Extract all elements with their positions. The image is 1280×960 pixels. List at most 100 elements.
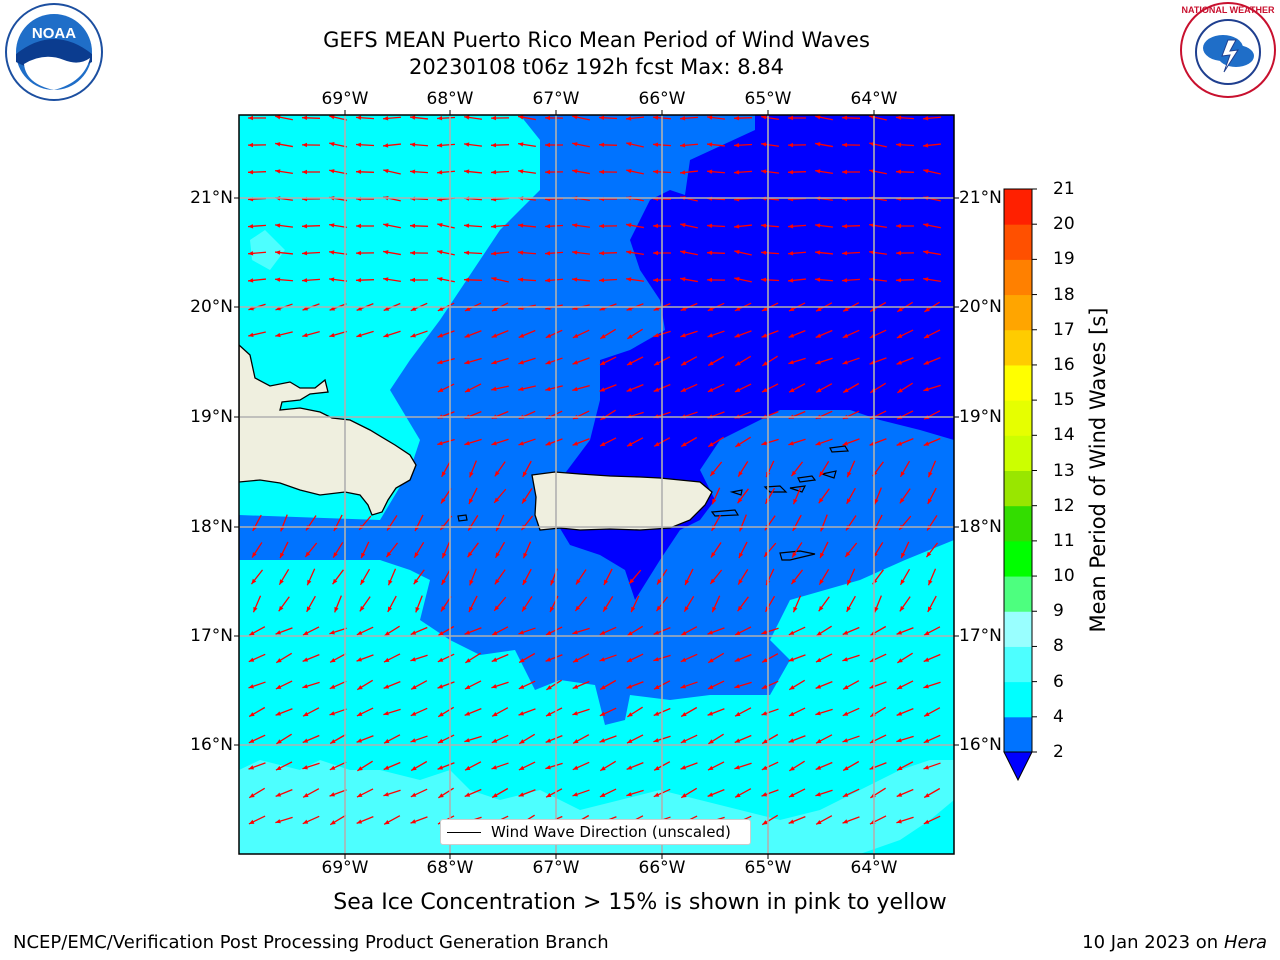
wind-arrow <box>572 438 590 446</box>
wind-arrow <box>625 277 645 282</box>
wind-arrow <box>896 816 914 824</box>
wind-arrow <box>468 487 478 505</box>
lat-label-right-3: 19°N <box>959 407 1002 427</box>
wind-arrow <box>626 681 644 689</box>
wind-arrow <box>517 169 537 174</box>
wind-arrow <box>708 733 724 745</box>
wind-arrow <box>571 250 591 255</box>
wind-arrow <box>868 277 888 282</box>
wind-arrow <box>383 653 401 663</box>
wind-arrow <box>278 568 290 586</box>
wind-arrow <box>545 438 563 446</box>
wind-arrow <box>815 734 833 744</box>
wind-arrow <box>517 250 537 255</box>
lon-label-bottom-1: 69°W <box>321 858 369 878</box>
wind-arrow <box>899 596 911 612</box>
wind-arrow <box>761 789 779 797</box>
wind-arrow <box>518 142 536 148</box>
lat-label-left-4: 18°N <box>190 517 233 537</box>
wind-arrow <box>680 223 698 229</box>
wind-arrow <box>707 708 725 716</box>
colorbar-under-extension <box>1003 751 1033 782</box>
wind-arrow <box>707 680 725 690</box>
wind-arrow <box>897 382 913 394</box>
wind-arrow <box>711 487 721 505</box>
wind-arrow <box>760 277 780 282</box>
wind-arrow <box>603 568 613 586</box>
wind-arrow <box>387 568 397 586</box>
colorbar-tick-label: 18 <box>1053 284 1075 305</box>
wind-arrow <box>302 734 320 744</box>
wind-arrow <box>679 116 699 121</box>
wind-arrow <box>896 708 914 716</box>
colorbar-segment <box>1004 259 1032 296</box>
wind-arrow <box>490 224 510 229</box>
wind-arrow <box>355 115 375 120</box>
wind-arrow <box>437 277 455 283</box>
wind-arrow <box>788 707 806 717</box>
wind-arrow <box>734 788 752 798</box>
wind-arrow <box>383 168 401 175</box>
wind-arrow <box>680 653 698 663</box>
wind-arrow <box>628 569 642 585</box>
wind-arrow <box>464 735 482 743</box>
legend-line-sample <box>447 831 481 833</box>
wind-arrow <box>436 143 456 148</box>
wind-arrow <box>626 734 644 744</box>
wind-arrow <box>463 142 483 147</box>
wind-arrow <box>761 761 779 771</box>
wind-arrow <box>900 541 910 559</box>
wind-arrow <box>545 357 563 365</box>
wind-arrow <box>409 250 429 256</box>
wind-arrow <box>815 815 833 825</box>
wind-arrow <box>896 627 914 635</box>
wind-arrow <box>410 788 428 798</box>
wind-arrow <box>572 708 590 716</box>
wind-arrow <box>329 627 347 635</box>
wind-arrow <box>762 355 778 367</box>
wind-arrow <box>383 250 401 256</box>
wind-arrow <box>683 595 695 613</box>
wind-arrow <box>437 625 455 637</box>
wind-arrow <box>760 169 780 174</box>
wind-arrow <box>680 383 698 393</box>
wind-arrow <box>409 169 429 174</box>
noaa-logo: NOAA <box>4 2 104 102</box>
wind-arrow <box>572 115 590 121</box>
wind-arrow <box>923 653 941 663</box>
wind-arrow <box>709 461 723 477</box>
wind-arrow <box>680 706 698 718</box>
wind-arrow <box>896 357 914 365</box>
wind-arrow <box>301 223 321 229</box>
wind-arrow <box>841 142 861 148</box>
wind-arrow <box>598 250 618 256</box>
wind-arrow <box>385 542 399 558</box>
wind-arrow <box>382 143 402 148</box>
wind-arrow <box>491 626 509 636</box>
wind-arrow <box>302 707 320 717</box>
wind-arrow <box>846 460 856 478</box>
wind-arrow <box>464 627 482 635</box>
wind-arrow <box>788 357 806 365</box>
wind-arrow <box>625 116 645 121</box>
wind-arrow <box>410 735 428 743</box>
wind-arrow <box>247 169 267 175</box>
wind-arrow <box>544 115 564 121</box>
wind-arrow <box>684 568 694 586</box>
wind-arrow <box>761 115 779 121</box>
wind-arrow <box>274 250 294 255</box>
wind-arrow <box>491 357 509 365</box>
wind-arrow <box>923 277 941 283</box>
wind-arrow <box>734 383 752 393</box>
wind-arrow <box>275 652 293 664</box>
wind-arrow <box>359 568 371 586</box>
wind-arrow <box>602 596 614 612</box>
wind-arrow <box>814 223 834 228</box>
wind-arrow <box>252 595 262 613</box>
wind-arrow <box>491 707 509 717</box>
wind-arrow <box>545 329 563 339</box>
wind-arrow <box>842 760 860 772</box>
colorbar-segment <box>1004 576 1032 612</box>
wind-arrow <box>680 356 698 366</box>
wind-arrow <box>815 681 833 689</box>
